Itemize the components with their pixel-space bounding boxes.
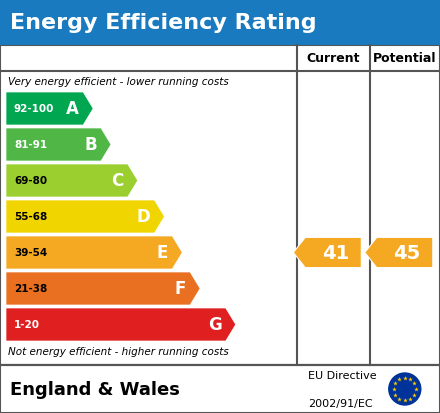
- Text: 81-91: 81-91: [14, 140, 47, 150]
- Text: 41: 41: [322, 243, 349, 262]
- Text: 69-80: 69-80: [14, 176, 47, 186]
- Polygon shape: [6, 272, 200, 305]
- Text: England & Wales: England & Wales: [10, 380, 180, 398]
- Bar: [0, 46, 440, 365]
- Text: 39-54: 39-54: [14, 248, 47, 258]
- Text: EU Directive: EU Directive: [308, 370, 377, 380]
- Text: 1-20: 1-20: [14, 320, 40, 330]
- Text: F: F: [175, 280, 186, 298]
- Text: Not energy efficient - higher running costs: Not energy efficient - higher running co…: [8, 346, 229, 356]
- Text: Energy Efficiency Rating: Energy Efficiency Rating: [10, 13, 317, 33]
- Circle shape: [389, 373, 421, 405]
- Text: 45: 45: [393, 243, 421, 262]
- Text: 55-68: 55-68: [14, 212, 47, 222]
- Text: 2002/91/EC: 2002/91/EC: [308, 398, 373, 408]
- Text: E: E: [157, 244, 168, 262]
- Bar: [0, 0, 440, 46]
- Bar: [0, 365, 440, 413]
- Text: G: G: [208, 316, 222, 334]
- Text: C: C: [111, 172, 124, 190]
- Polygon shape: [6, 165, 138, 197]
- Polygon shape: [293, 238, 361, 268]
- Text: Very energy efficient - lower running costs: Very energy efficient - lower running co…: [8, 77, 229, 87]
- Polygon shape: [365, 238, 433, 268]
- Text: B: B: [84, 136, 97, 154]
- Text: 21-38: 21-38: [14, 284, 47, 294]
- Polygon shape: [6, 129, 111, 161]
- Text: Potential: Potential: [373, 52, 436, 65]
- Text: Current: Current: [307, 52, 360, 65]
- Polygon shape: [6, 236, 182, 269]
- Text: D: D: [137, 208, 150, 226]
- Text: 92-100: 92-100: [14, 104, 55, 114]
- Polygon shape: [6, 201, 165, 233]
- Polygon shape: [6, 93, 93, 126]
- Text: A: A: [66, 100, 79, 118]
- Polygon shape: [6, 308, 236, 341]
